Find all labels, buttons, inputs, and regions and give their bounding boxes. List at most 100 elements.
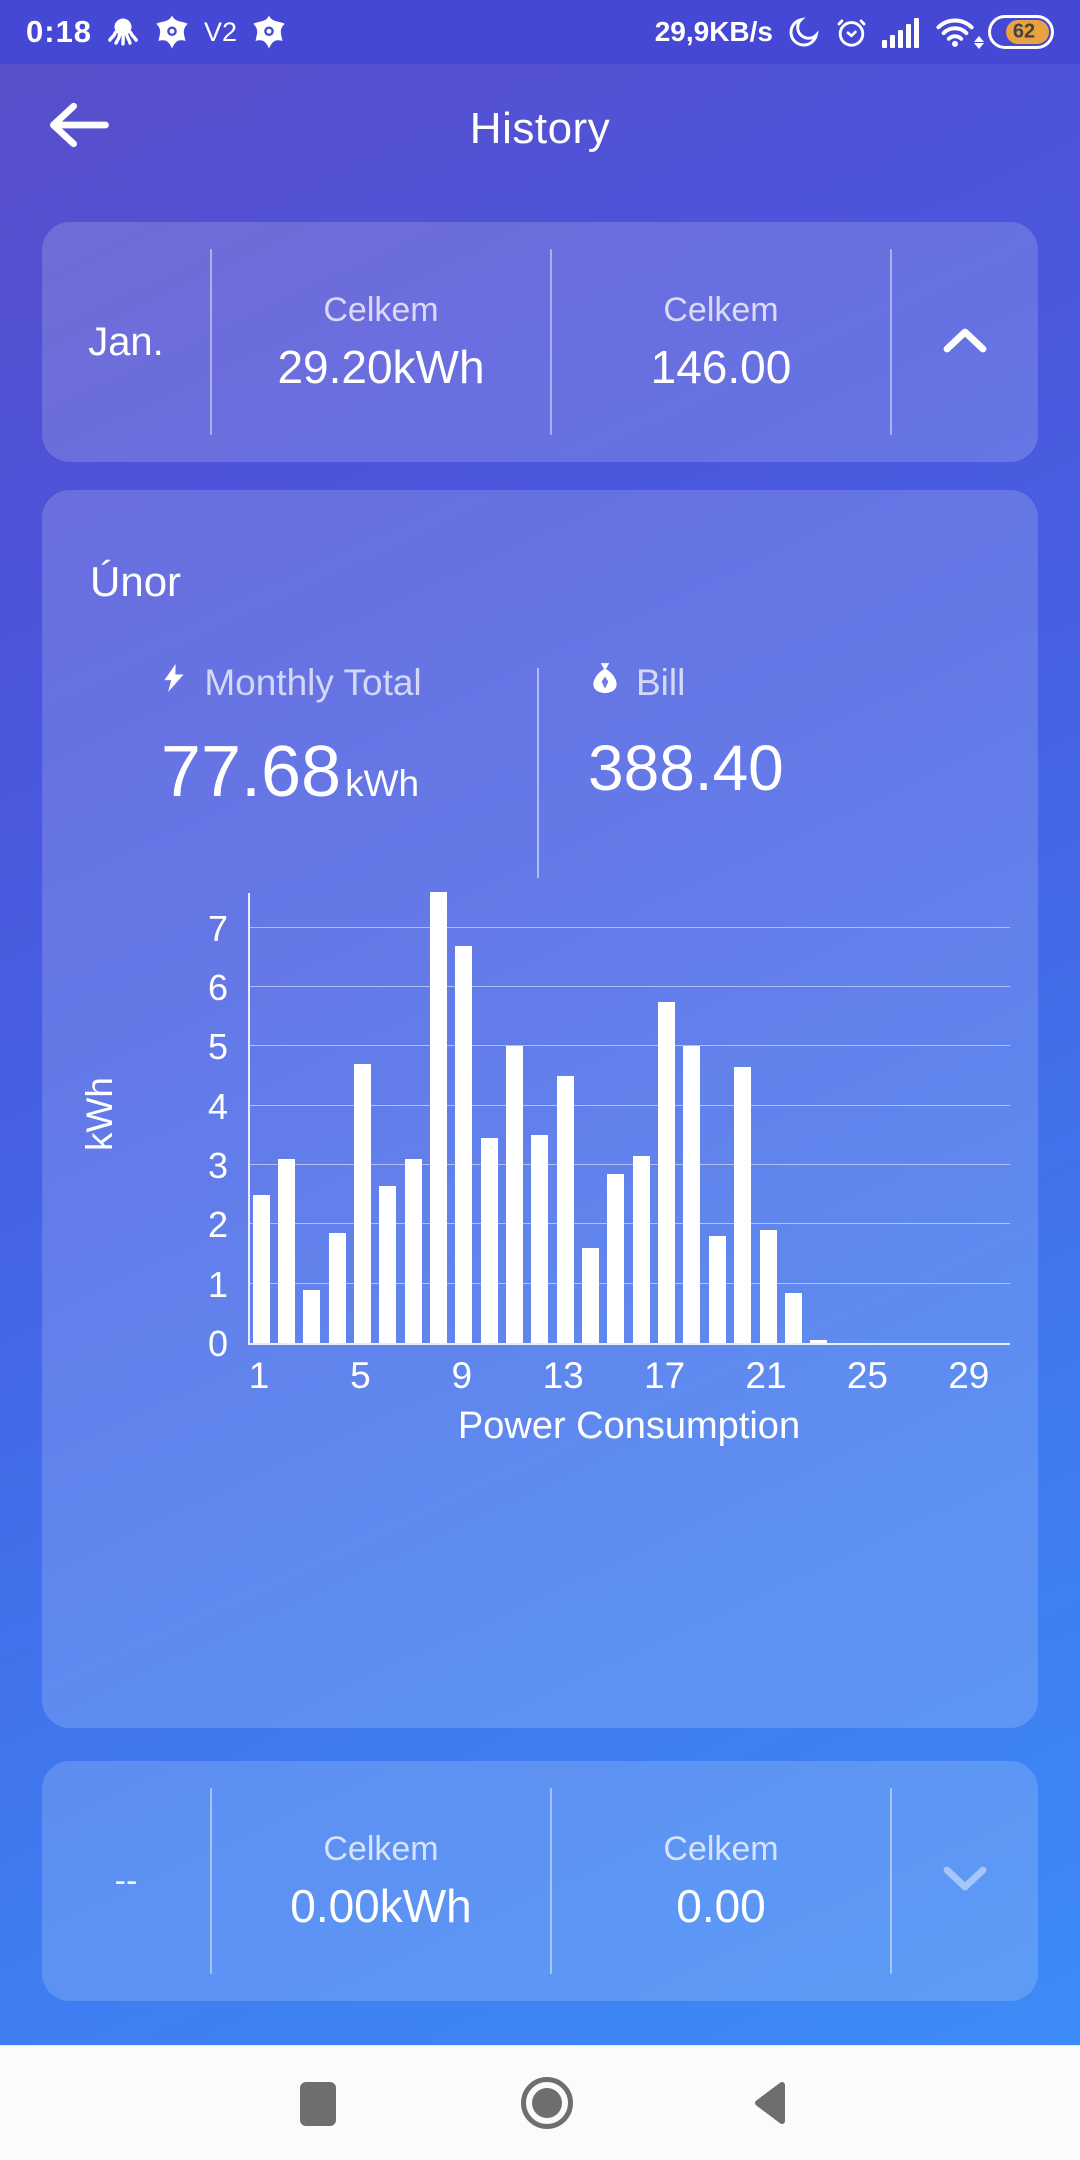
- month-label: --: [114, 1861, 138, 1900]
- signal-icon: [882, 16, 922, 48]
- x-tick-label: 1: [248, 1355, 270, 1396]
- gridline: [250, 1282, 1010, 1284]
- gridline: [250, 986, 1010, 988]
- recents-square-icon[interactable]: [300, 2082, 336, 2126]
- x-tick-label: 9: [451, 1355, 473, 1396]
- status-bar: 0:18 V2 29,9KB/s: [0, 0, 1080, 64]
- bill-total-value: 0.00: [676, 1879, 766, 1932]
- bar-day-1: [252, 1194, 270, 1343]
- back-triangle-icon[interactable]: [750, 2080, 788, 2131]
- divider: [537, 668, 539, 878]
- bar-day-19: [708, 1236, 726, 1343]
- bar-day-22: [784, 1292, 802, 1343]
- bar-day-8: [429, 892, 447, 1343]
- home-circle-icon[interactable]: [521, 2077, 573, 2129]
- battery-fill: [1005, 20, 1049, 44]
- divider: [210, 1788, 212, 1974]
- monthly-total-unit: kWh: [345, 763, 420, 804]
- bar-day-7: [404, 1159, 422, 1343]
- bar-day-17: [658, 1001, 676, 1343]
- y-tick-label: 1: [207, 1263, 228, 1305]
- month-summary-card-next[interactable]: -- Celkem 0.00kWh Celkem 0.00: [42, 1761, 1038, 2001]
- x-tick-label: 5: [350, 1355, 371, 1396]
- monthly-total-label: Monthly Total: [204, 661, 422, 703]
- bar-day-3: [303, 1289, 321, 1343]
- avast-icon: [251, 14, 287, 50]
- bill-total-label: Celkem: [663, 290, 779, 329]
- expand-toggle[interactable]: [892, 1761, 1038, 2001]
- app-header: History: [0, 64, 1080, 194]
- x-tick-label: 25: [846, 1355, 888, 1396]
- battery-icon: 62: [988, 15, 1054, 49]
- bar-day-10: [480, 1138, 498, 1343]
- chart-x-axis-title: Power Consumption: [457, 1405, 801, 1447]
- bill-label: Bill: [636, 661, 686, 703]
- network-speed: 29,9KB/s: [654, 16, 773, 47]
- wifi-icon: [936, 17, 984, 49]
- chart-y-axis-ticks: 0 1 2 3 4 5 6 7: [158, 893, 238, 1361]
- energy-total-value: 0.00kWh: [290, 1879, 472, 1932]
- chevron-up-icon: [941, 326, 989, 359]
- back-button[interactable]: [42, 96, 116, 158]
- expand-toggle[interactable]: [892, 222, 1038, 462]
- y-tick-label: 5: [207, 1026, 228, 1068]
- month-label: Jan.: [88, 319, 164, 364]
- gridline: [250, 1223, 1010, 1225]
- gridline: [250, 1045, 1010, 1047]
- divider: [550, 249, 552, 435]
- y-tick-label: 0: [207, 1323, 228, 1364]
- gridline: [250, 926, 1010, 928]
- bar-day-20: [734, 1067, 752, 1343]
- clock-time: 0:18: [26, 14, 93, 49]
- bar-day-11: [506, 1046, 523, 1343]
- battery-percent: 62: [1012, 20, 1036, 43]
- monthly-total-value: 77.68: [160, 732, 342, 812]
- divider: [890, 249, 892, 435]
- y-tick-label: 7: [207, 907, 228, 949]
- divider: [890, 1788, 892, 1974]
- bar-day-5: [353, 1064, 371, 1343]
- bill-total-label: Celkem: [663, 1829, 779, 1868]
- bar-day-2: [277, 1159, 295, 1343]
- bar-day-4: [328, 1233, 346, 1343]
- y-tick-label: 6: [207, 967, 228, 1009]
- alarm-icon: [835, 16, 868, 49]
- month-stats: Monthly Total 77.68 kWh Bill: [42, 660, 1038, 890]
- chart-x-axis-ticks: 1 5 9 13 17 21 25 29: [248, 1355, 1010, 1401]
- bar-day-21: [759, 1230, 777, 1343]
- v2ray-icon: V2: [204, 17, 237, 48]
- money-bag-icon: [588, 660, 622, 705]
- bar-day-12: [531, 1135, 549, 1343]
- divider: [210, 249, 212, 435]
- arrow-left-icon: [42, 96, 114, 159]
- moon-icon: [787, 15, 821, 49]
- chevron-down-icon: [941, 1865, 989, 1898]
- lightning-icon: [158, 660, 190, 705]
- bar-day-18: [683, 1046, 701, 1343]
- bar-day-16: [632, 1156, 650, 1343]
- divider: [550, 1788, 552, 1974]
- avast-icon: [154, 14, 190, 50]
- android-nav-bar: [0, 2045, 1080, 2160]
- gridline: [250, 1104, 1010, 1106]
- wifi-traffic-arrows-icon: [974, 36, 984, 49]
- month-summary-card-january[interactable]: Jan. Celkem 29.20kWh Celkem 146.00: [42, 222, 1038, 462]
- y-tick-label: 2: [207, 1204, 228, 1246]
- month-label: Únor: [90, 558, 182, 605]
- bar-day-14: [582, 1248, 600, 1343]
- chart-plot: [248, 892, 1010, 1345]
- bar-day-9: [455, 945, 473, 1343]
- page-title: History: [469, 104, 611, 153]
- bar-day-23: [810, 1340, 828, 1343]
- bill-total-value: 146.00: [650, 340, 792, 393]
- bar-day-15: [607, 1173, 625, 1343]
- x-tick-label: 21: [745, 1355, 787, 1396]
- x-tick-label: 17: [644, 1355, 686, 1396]
- y-tick-label: 4: [207, 1085, 228, 1127]
- y-tick-label: 3: [207, 1145, 228, 1187]
- energy-total-value: 29.20kWh: [277, 340, 485, 393]
- v2ray-label: V2: [204, 16, 238, 47]
- octopus-icon: [106, 15, 140, 49]
